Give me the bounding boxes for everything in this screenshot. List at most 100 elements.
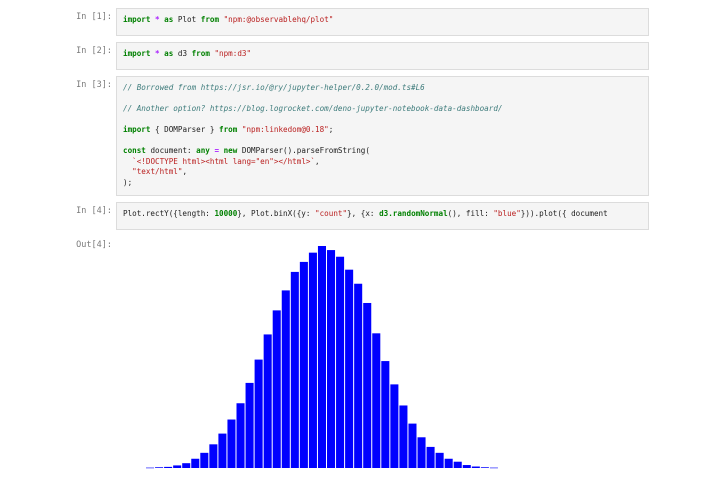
code-token: // Borrowed from https://jsr.io/@ry/jupy… bbox=[123, 83, 425, 92]
histogram-bar bbox=[372, 333, 381, 468]
code-token: ; bbox=[328, 125, 334, 134]
code-token: new bbox=[223, 146, 242, 155]
code-line: // Borrowed from https://jsr.io/@ry/jupy… bbox=[123, 83, 642, 94]
histogram-bar bbox=[155, 467, 164, 468]
cell-prompt: In [2]: bbox=[76, 46, 112, 56]
histogram-bar bbox=[245, 382, 254, 468]
histogram-bar bbox=[218, 433, 227, 468]
code-token: , bbox=[182, 167, 188, 176]
code-line: ); bbox=[123, 178, 642, 189]
histogram-bar bbox=[227, 419, 236, 468]
code-line: import { DOMParser } from "npm:linkedom@… bbox=[123, 125, 642, 136]
code-token: "text/html" bbox=[132, 167, 183, 176]
histogram-bar bbox=[299, 261, 308, 468]
code-editor[interactable]: Plot.rectY({length: 10000}, Plot.binX({y… bbox=[116, 202, 649, 230]
histogram-bar bbox=[453, 461, 462, 468]
histogram-bar bbox=[444, 458, 453, 468]
cell-prompt: In [1]: bbox=[76, 12, 112, 22]
histogram-bar bbox=[426, 446, 435, 468]
histogram-bar bbox=[435, 452, 444, 468]
code-token: as bbox=[164, 49, 178, 58]
code-token bbox=[123, 157, 132, 166]
code-line: // Another option? https://blog.logrocke… bbox=[123, 104, 642, 115]
code-token: // Another option? https://blog.logrocke… bbox=[123, 104, 503, 113]
histogram-bar bbox=[489, 467, 498, 469]
code-token: * bbox=[155, 49, 165, 58]
histogram-bar bbox=[363, 302, 372, 468]
histogram-bar bbox=[308, 252, 317, 468]
code-token: ); bbox=[123, 177, 133, 187]
code-token: const bbox=[123, 146, 151, 155]
histogram-bar bbox=[281, 290, 290, 468]
code-token: }, Plot.binX({y: bbox=[237, 209, 316, 218]
code-token: = bbox=[214, 146, 224, 155]
code-token: d3.randomNormal bbox=[379, 209, 448, 218]
histogram-bar bbox=[390, 384, 399, 468]
code-line: import * as d3 from "npm:d3" bbox=[123, 49, 642, 60]
histogram-bar bbox=[173, 465, 182, 468]
code-token: from bbox=[191, 49, 215, 58]
code-token: (), fill: bbox=[447, 209, 494, 218]
code-editor[interactable]: import * as Plot from "npm:@observablehq… bbox=[116, 8, 649, 36]
code-line bbox=[123, 94, 642, 105]
histogram-bar bbox=[354, 283, 363, 468]
code-token: DOMParser().parseFromString( bbox=[241, 146, 370, 155]
cell-prompt: Out[4]: bbox=[76, 240, 112, 250]
cell-prompt: In [3]: bbox=[76, 80, 112, 90]
histogram-output bbox=[146, 246, 498, 469]
code-token: "npm:linkedom@0.18" bbox=[241, 125, 329, 134]
histogram-bar bbox=[191, 458, 200, 468]
code-token: , bbox=[315, 156, 320, 166]
histogram-bar bbox=[209, 444, 218, 468]
histogram-bar bbox=[399, 405, 408, 468]
histogram-bar bbox=[381, 361, 390, 468]
histogram-bar bbox=[272, 310, 281, 468]
histogram-bar bbox=[462, 465, 471, 468]
histogram-bar bbox=[164, 466, 173, 468]
histogram-bar bbox=[336, 256, 345, 468]
code-token: `<!DOCTYPE html><html lang="en"></html>` bbox=[132, 156, 316, 166]
code-line: Plot.rectY({length: 10000}, Plot.binX({y… bbox=[123, 209, 642, 220]
code-token: from bbox=[200, 15, 224, 24]
code-editor[interactable]: import * as d3 from "npm:d3" bbox=[116, 42, 649, 70]
code-token: * bbox=[155, 15, 165, 24]
histogram-bar bbox=[480, 467, 489, 468]
histogram-bar bbox=[146, 467, 155, 469]
code-token: "npm:d3" bbox=[214, 49, 252, 58]
code-token: from bbox=[219, 125, 242, 134]
code-token: import bbox=[123, 125, 156, 134]
code-token: "count" bbox=[315, 209, 348, 218]
code-line bbox=[123, 136, 642, 147]
cell-prompt: In [4]: bbox=[76, 206, 112, 216]
code-editor[interactable]: // Borrowed from https://jsr.io/@ry/jupy… bbox=[116, 76, 649, 196]
code-line: const document: any = new DOMParser().pa… bbox=[123, 146, 642, 157]
histogram-bar bbox=[417, 437, 426, 468]
code-token: import bbox=[123, 49, 156, 58]
code-token bbox=[123, 167, 132, 176]
code-line: "text/html", bbox=[123, 167, 642, 178]
histogram-bar bbox=[236, 403, 245, 468]
histogram-bar bbox=[471, 466, 480, 468]
histogram-bar bbox=[408, 423, 417, 468]
code-token: Plot bbox=[177, 15, 201, 24]
code-token: })).plot({ document bbox=[520, 209, 608, 218]
code-line: `<!DOCTYPE html><html lang="en"></html>`… bbox=[123, 157, 642, 168]
code-token: "npm:@observablehq/plot" bbox=[223, 15, 334, 24]
histogram-bar bbox=[327, 250, 336, 468]
code-token: 10000 bbox=[214, 209, 238, 218]
code-token: as bbox=[164, 15, 178, 24]
histogram-bar bbox=[200, 452, 209, 468]
code-token: }, {x: bbox=[347, 209, 380, 218]
code-token: "blue" bbox=[493, 209, 521, 218]
code-token: any bbox=[196, 146, 215, 155]
code-token: { DOMParser } bbox=[155, 125, 220, 134]
code-line: import * as Plot from "npm:@observablehq… bbox=[123, 15, 642, 26]
code-token: d3 bbox=[177, 49, 192, 58]
code-line bbox=[123, 115, 642, 126]
code-token: Plot.rectY({length: bbox=[123, 209, 215, 218]
code-token: document: bbox=[150, 146, 197, 155]
histogram-bar bbox=[345, 269, 354, 468]
histogram-bar bbox=[182, 463, 191, 468]
code-token: import bbox=[123, 15, 156, 24]
histogram-bar bbox=[263, 334, 272, 468]
